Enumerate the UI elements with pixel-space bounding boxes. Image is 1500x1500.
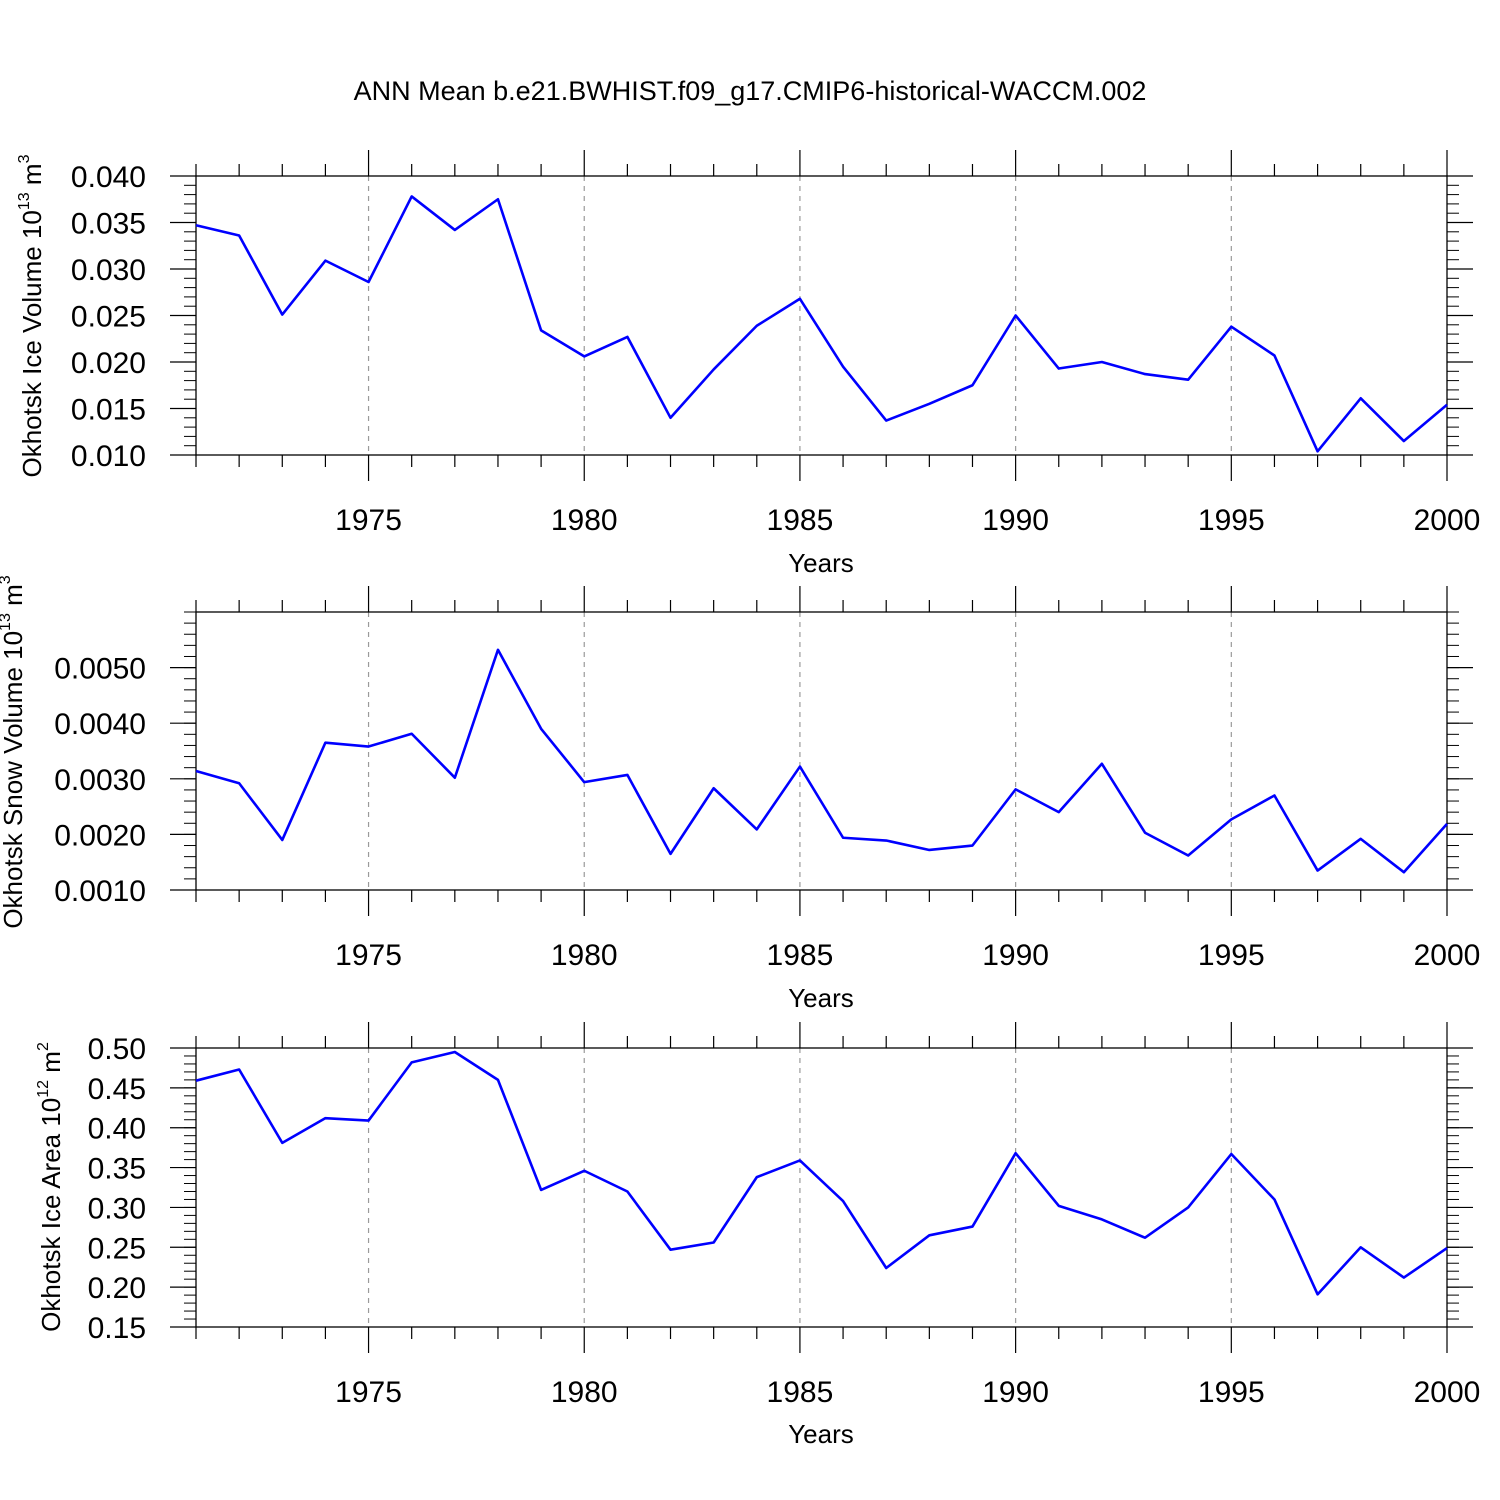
ice-area-x-tick-label: 1980 <box>551 1376 618 1409</box>
ice-volume-plot-frame <box>195 175 1448 456</box>
snow-volume-y-tick-label: 0.0010 <box>54 875 146 908</box>
panel-ice-volume: Okhotsk Ice Volume 1013 m3 Years 1975 198… <box>16 150 1480 578</box>
snow-volume-plot-frame <box>195 611 1448 891</box>
figure-title: ANN Mean b.e21.BWHIST.f09_g17.CMIP6-hist… <box>354 76 1147 106</box>
snow-volume-x-tick-label: 1995 <box>1198 939 1265 972</box>
ice-area-x-tick-label: 2000 <box>1414 1376 1481 1409</box>
ice-area-y-tick-label: 0.50 <box>88 1033 146 1066</box>
ice-area-y-tick-label: 0.45 <box>88 1073 146 1106</box>
ice-volume-series-line <box>195 195 1448 453</box>
ice-area-y-tick-label: 0.40 <box>88 1113 146 1146</box>
ice-area-y-tick-label: 0.20 <box>88 1272 146 1305</box>
ice-volume-x-tick-label: 1975 <box>335 504 402 537</box>
ice-volume-y-tick-label: 0.020 <box>71 347 146 380</box>
snow-volume-x-tick-label: 1985 <box>767 939 834 972</box>
snow-volume-y-tick-label: 0.0040 <box>54 708 146 741</box>
ice-area-x-tick-label: 1990 <box>982 1376 1049 1409</box>
ice-volume-y-tick-label: 0.010 <box>71 440 146 473</box>
ice-area-y-tick-label: 0.30 <box>88 1192 146 1225</box>
ice-area-x-tick-label: 1975 <box>335 1376 402 1409</box>
ice-volume-y-tick-label: 0.030 <box>71 254 146 287</box>
snow-volume-y-tick-label: 0.0050 <box>54 653 146 686</box>
snow-volume-y-tick-label: 0.0020 <box>54 819 146 852</box>
ice-volume-x-tick-label: 1985 <box>767 504 834 537</box>
snow-volume-x-tick-label: 2000 <box>1414 939 1481 972</box>
ice-volume-y-tick-label: 0.015 <box>71 394 146 427</box>
ice-area-y-tick-label: 0.25 <box>88 1232 146 1265</box>
snow-volume-series-line <box>195 648 1448 874</box>
snow-volume-x-tick-label: 1980 <box>551 939 618 972</box>
ice-area-x-tick-label: 1995 <box>1198 1376 1265 1409</box>
ice-volume-y-tick-label: 0.025 <box>71 301 146 334</box>
panel-snow-volume-ylabel: Okhotsk Snow Volume 1013 m3 <box>0 575 28 928</box>
ice-area-y-tick-label: 0.15 <box>88 1312 146 1345</box>
panel-ice-volume-ylabel: Okhotsk Ice Volume 1013 m3 <box>16 154 47 477</box>
ice-volume-y-tick-label: 0.035 <box>71 208 146 241</box>
panel-ice-area-xlabel: Years <box>788 1419 854 1449</box>
ice-area-x-tick-label: 1985 <box>767 1376 834 1409</box>
ice-area-plot-frame <box>195 1047 1448 1328</box>
panel-snow-volume: Okhotsk Snow Volume 1013 m3 Years 1975 19… <box>0 575 1480 1013</box>
ice-volume-x-tick-label: 1995 <box>1198 504 1265 537</box>
panel-ice-area: Okhotsk Ice Area 1012 m2 Years 1975 1980 1… <box>35 1022 1480 1449</box>
panel-ice-area-ylabel: Okhotsk Ice Area 1012 m2 <box>35 1042 66 1332</box>
panel-ice-volume-xlabel: Years <box>788 548 854 578</box>
panel-snow-volume-xlabel: Years <box>788 983 854 1013</box>
ice-volume-x-tick-label: 1990 <box>982 504 1049 537</box>
ice-volume-x-tick-label: 2000 <box>1414 504 1481 537</box>
snow-volume-y-tick-label: 0.0030 <box>54 764 146 797</box>
ice-volume-y-tick-label: 0.040 <box>71 161 146 194</box>
ice-area-series-line <box>195 1050 1448 1296</box>
snow-volume-x-tick-label: 1990 <box>982 939 1049 972</box>
ice-volume-x-tick-label: 1980 <box>551 504 618 537</box>
ice-area-y-tick-label: 0.35 <box>88 1153 146 1186</box>
snow-volume-x-tick-label: 1975 <box>335 939 402 972</box>
